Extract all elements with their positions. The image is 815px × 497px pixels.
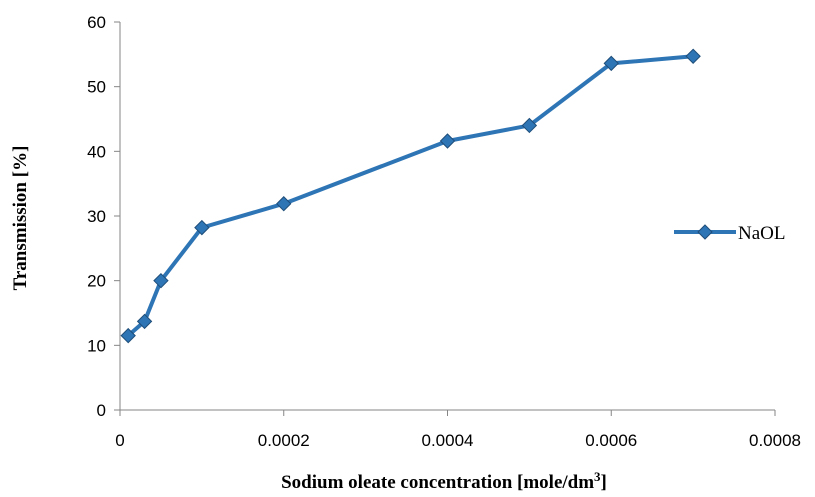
- data-point: [194, 219, 210, 236]
- legend-label: NaOL: [738, 223, 785, 244]
- legend: NaOL: [674, 223, 785, 244]
- axes: [114, 21, 776, 416]
- y-axis-title: Transmission [%]: [10, 146, 31, 291]
- series-line-naol: [126, 54, 696, 338]
- x-axis-title: Sodium oleate concentration [mole/dm3]: [281, 469, 607, 494]
- y-tick-labels: 0 10 20 30 40 50 60: [87, 13, 106, 420]
- y-tick-label: 50: [87, 78, 106, 97]
- y-tick-label: 20: [87, 272, 106, 291]
- series-layer: [120, 48, 701, 344]
- x-tick-label: 0.0002: [258, 431, 310, 450]
- y-tick-label: 30: [87, 207, 106, 226]
- y-tick-label: 0: [97, 401, 106, 420]
- data-point: [276, 196, 292, 212]
- x-tick-label: 0.0006: [585, 431, 637, 450]
- legend-marker: [697, 224, 713, 240]
- data-point: [136, 313, 153, 330]
- x-tick-label: 0: [115, 431, 124, 450]
- y-tick-label: 10: [87, 336, 106, 355]
- data-point: [521, 117, 538, 134]
- data-point: [120, 327, 136, 344]
- data-point: [685, 48, 701, 64]
- data-point: [603, 55, 619, 72]
- y-tick-label: 40: [87, 142, 106, 161]
- x-tick-labels: 0 0.0002 0.0004 0.0006 0.0008: [115, 431, 801, 450]
- y-tick-label: 60: [87, 13, 106, 32]
- data-point: [153, 272, 169, 289]
- x-tick-label: 0.0004: [422, 431, 474, 450]
- x-tick-label: 0.0008: [749, 431, 801, 450]
- data-point: [439, 133, 456, 149]
